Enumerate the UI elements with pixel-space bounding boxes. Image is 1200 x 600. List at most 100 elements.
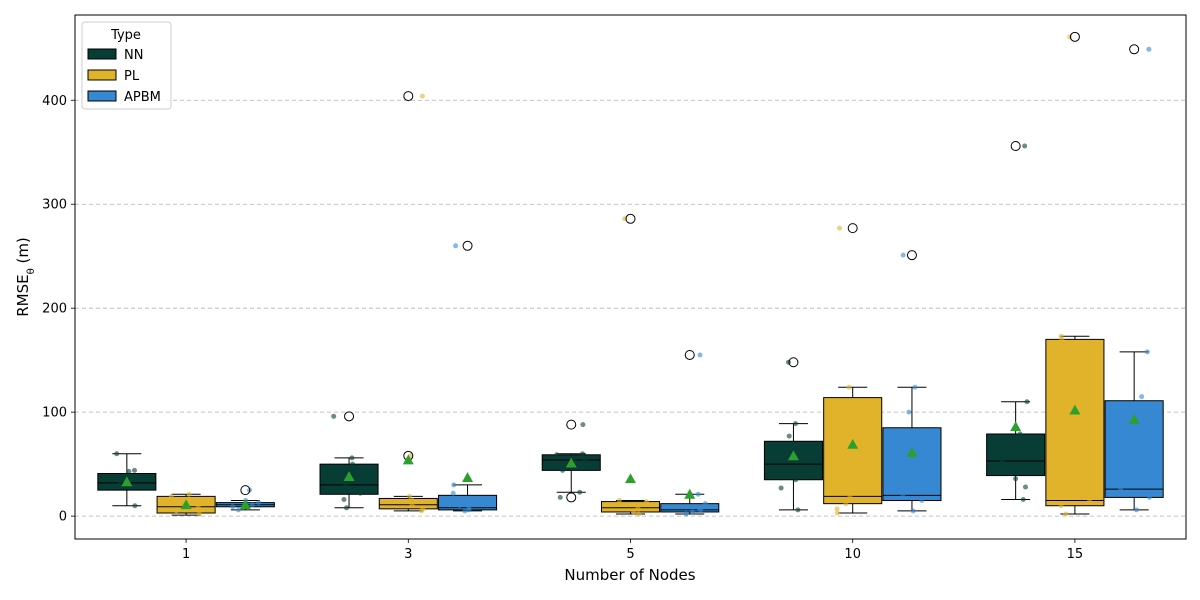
outlier-point [625, 213, 636, 224]
legend-swatch-apbm [87, 90, 117, 102]
outlier-point [1069, 31, 1080, 42]
data-point [1146, 46, 1152, 52]
x-tick-label: 15 [1067, 547, 1084, 562]
data-point [419, 93, 425, 99]
data-point [702, 501, 708, 507]
box-iqr [823, 397, 883, 505]
mean-marker [239, 499, 251, 510]
data-point [344, 505, 350, 511]
data-point [1063, 511, 1069, 517]
data-point [117, 479, 123, 485]
outlier-point [240, 485, 251, 496]
box-iqr [986, 433, 1046, 477]
data-point [453, 243, 459, 249]
data-point [630, 502, 636, 508]
data-point [256, 500, 262, 506]
box-nn-10 [763, 357, 823, 513]
data-point [919, 498, 925, 504]
mean-marker [180, 499, 192, 510]
data-point [132, 503, 138, 509]
data-point [409, 502, 415, 508]
data-point [1058, 503, 1064, 509]
data-point [636, 511, 642, 517]
outlier-point [403, 91, 414, 102]
box-iqr [378, 497, 438, 510]
box-iqr [1045, 338, 1105, 507]
data-point [1139, 394, 1145, 400]
data-point [683, 511, 689, 517]
box-pl-1 [156, 491, 216, 517]
plot-area [97, 31, 1164, 517]
data-point [635, 505, 641, 511]
box-nn-1 [97, 451, 157, 509]
box-apbm-5 [660, 349, 720, 517]
outlier-point [788, 357, 799, 368]
mean-marker [625, 473, 636, 484]
outlier-point [1010, 141, 1021, 151]
data-point [357, 490, 363, 496]
data-point [350, 461, 356, 467]
data-point [1067, 34, 1073, 40]
legend-label-pl: PL [124, 69, 140, 84]
data-point [331, 413, 337, 419]
data-point [126, 468, 132, 474]
box-nn-3 [319, 411, 379, 511]
data-point [1087, 498, 1093, 504]
box-apbm-1 [215, 485, 275, 513]
data-point [343, 482, 349, 488]
box-iqr [882, 427, 942, 502]
outlier-point [847, 223, 858, 234]
legend-label-nn: NN [124, 48, 143, 63]
y-tick-label: 200 [42, 302, 67, 317]
data-point [410, 498, 416, 504]
box-pl-5 [600, 213, 661, 517]
data-point [560, 467, 566, 473]
y-axis-label-sub: θ [26, 268, 37, 274]
data-point [1022, 143, 1028, 149]
data-point [349, 455, 355, 461]
data-point [846, 384, 852, 390]
box-iqr [600, 501, 661, 513]
y-axis-label: RMSEθ (m) [14, 237, 37, 317]
data-point [178, 500, 184, 506]
box-pl-15 [1045, 31, 1105, 517]
data-point [643, 499, 649, 505]
legend-swatch-pl [87, 69, 117, 81]
outlier-point [906, 250, 917, 261]
data-point [862, 412, 868, 418]
data-point [132, 467, 138, 473]
mean-marker [343, 471, 355, 482]
mean-marker [565, 457, 577, 468]
data-point [843, 501, 849, 507]
outlier-point [344, 411, 355, 422]
data-point [230, 504, 236, 510]
data-point [795, 507, 801, 513]
data-point [1146, 494, 1152, 500]
data-point [793, 477, 799, 483]
data-point [1133, 507, 1139, 513]
legend-swatch-nn [87, 48, 117, 60]
box-nn-5 [541, 419, 601, 503]
box-pl-3 [378, 91, 438, 514]
outlier-point [566, 419, 577, 430]
data-point [196, 511, 202, 517]
x-tick-label: 10 [844, 547, 861, 562]
data-point [457, 503, 463, 509]
box-iqr [1104, 400, 1164, 498]
data-point [419, 508, 425, 514]
data-point [186, 491, 192, 497]
data-point [834, 506, 840, 512]
y-axis-label-unit: (m) [14, 237, 32, 268]
data-point [786, 433, 792, 439]
data-point [999, 458, 1005, 464]
box-apbm-3 [438, 240, 498, 514]
data-point [847, 493, 853, 499]
data-point [1020, 496, 1026, 502]
data-point [698, 507, 704, 513]
data-point [697, 352, 703, 358]
data-point [235, 507, 241, 513]
data-point [900, 252, 906, 258]
mean-marker [1128, 413, 1140, 424]
data-point [168, 493, 174, 499]
outlier-point [684, 349, 695, 360]
